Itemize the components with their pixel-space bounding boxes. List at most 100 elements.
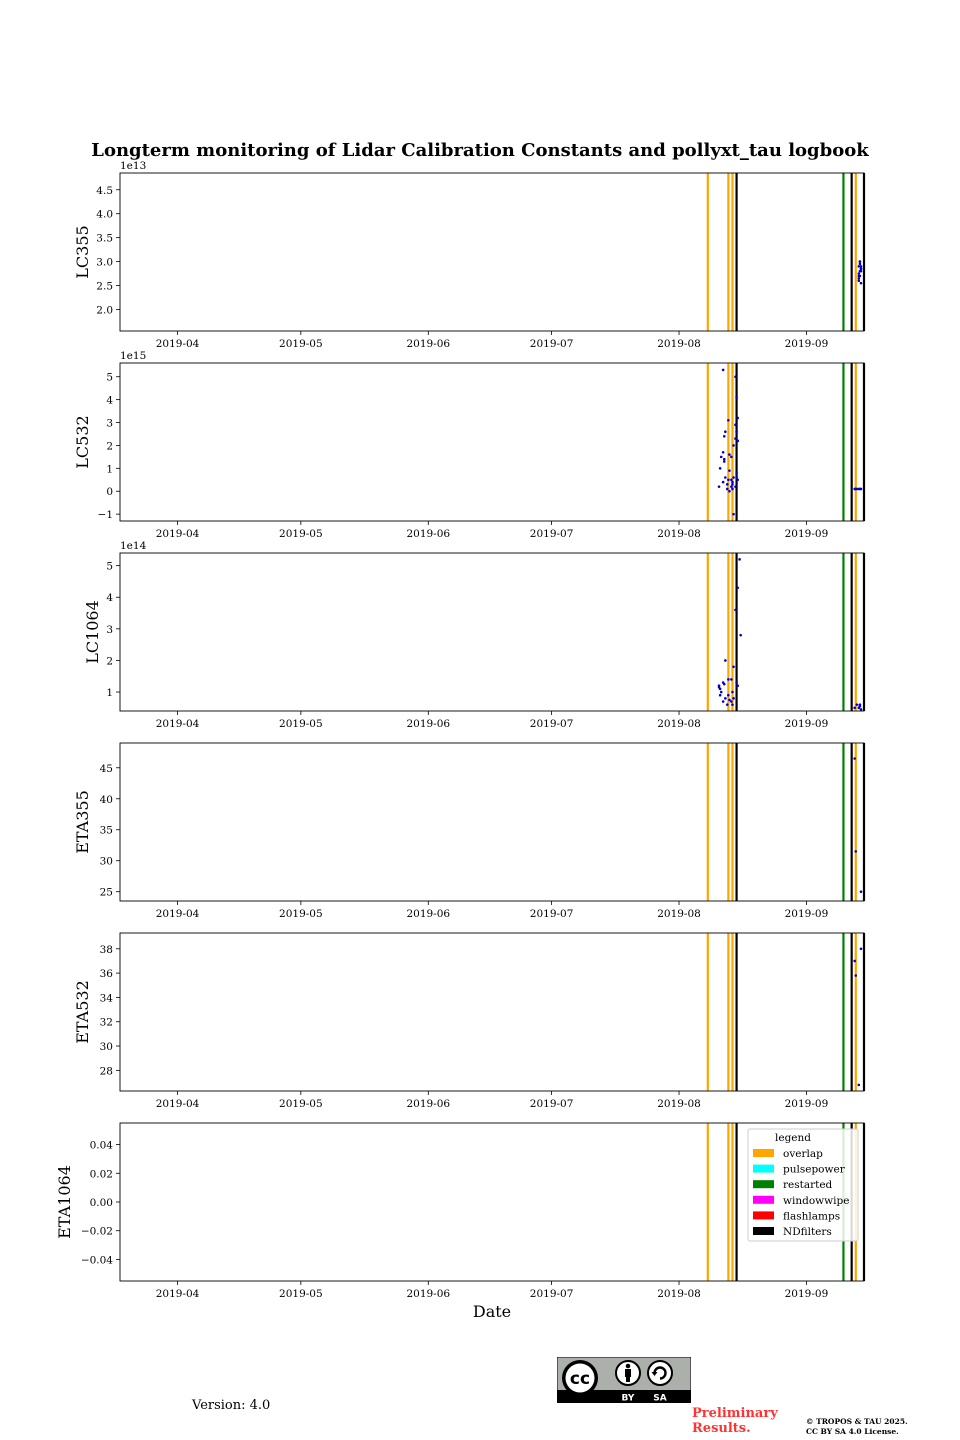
panel-frame-eta532	[119, 932, 865, 1092]
y-tick-label-lc355-5: 4.5	[96, 185, 113, 197]
x-tick-label-eta1064-0: 2019-04	[156, 1288, 200, 1300]
legend-swatch-ndfilters	[753, 1227, 774, 1235]
data-point-lc1064-5	[724, 659, 727, 662]
x-tick-label-eta532-3: 2019-07	[530, 1098, 574, 1110]
data-point-lc532-25	[731, 483, 734, 486]
x-tick-label-eta355-5: 2019-09	[785, 908, 829, 920]
y-tick-label-eta1064-4: 0.04	[90, 1140, 114, 1152]
y-tick-label-lc532-4: 3	[106, 418, 113, 430]
x-tick-label-lc532-4: 2019-08	[657, 528, 701, 540]
y-tick-label-eta355-1: 30	[100, 856, 113, 868]
x-tick-label-eta1064-4: 2019-08	[657, 1288, 701, 1300]
data-point-lc532-32	[736, 416, 739, 420]
data-point-lc1064-24	[738, 558, 741, 561]
data-point-lc1064-23	[736, 684, 739, 688]
x-tick-label-eta532-0: 2019-04	[156, 1098, 200, 1110]
version-label: Version: 4.0	[192, 1398, 271, 1413]
data-point-lc532-35	[736, 478, 739, 482]
y-tick-label-lc355-2: 3.0	[96, 257, 113, 269]
panel-background-eta1064	[120, 1123, 864, 1281]
data-point-lc1064-25	[739, 633, 742, 637]
y-tick-label-lc532-3: 2	[106, 440, 113, 452]
data-point-lc532-6	[721, 451, 725, 454]
y-tick-label-eta532-3: 34	[100, 992, 114, 1004]
x-tick-label-eta355-4: 2019-08	[657, 908, 701, 920]
x-tick-label-lc355-2: 2019-06	[406, 338, 450, 350]
data-point-lc532-17	[728, 469, 731, 472]
data-point-lc355-11	[859, 265, 863, 268]
x-tick-label-lc1064-5: 2019-09	[785, 718, 829, 730]
data-point-lc1064-19	[731, 703, 734, 706]
y-tick-label-lc532-2: 1	[106, 463, 113, 475]
data-point-lc532-0	[717, 485, 721, 488]
y-tick-label-eta532-1: 30	[100, 1041, 113, 1053]
y-exponent-lc532: 1e15	[120, 350, 146, 362]
x-axis-label: Date	[473, 1302, 511, 1321]
legend-swatch-overlap	[753, 1149, 774, 1157]
by-label: BY	[622, 1394, 635, 1404]
data-point-lc355-14	[859, 267, 863, 271]
preliminary-results-label: Preliminary Results.	[692, 1406, 782, 1436]
x-tick-label-eta532-4: 2019-08	[657, 1098, 701, 1110]
x-tick-label-eta1064-3: 2019-07	[530, 1288, 574, 1300]
data-point-lc355-7	[858, 262, 862, 266]
y-tick-label-eta1064-3: 0.02	[90, 1168, 113, 1180]
legend-title: legend	[775, 1132, 811, 1144]
y-tick-label-lc355-0: 2.0	[96, 304, 113, 316]
x-tick-label-lc1064-1: 2019-05	[279, 718, 323, 730]
y-tick-label-eta355-2: 35	[100, 825, 113, 837]
preliminary-text: Preliminary Results.	[692, 1406, 778, 1436]
data-point-lc532-26	[732, 444, 735, 447]
panel-background-lc355	[120, 173, 864, 331]
data-point-lc1064-2	[719, 690, 723, 694]
x-tick-label-eta355-3: 2019-07	[530, 908, 574, 920]
data-point-lc1064-10	[727, 678, 730, 681]
data-point-lc532-4	[722, 434, 726, 438]
data-point-lc532-2	[719, 455, 723, 459]
legend-label-flashlamps: flashlamps	[783, 1210, 840, 1222]
x-tick-label-lc1064-0: 2019-04	[156, 718, 200, 730]
x-tick-label-eta1064-5: 2019-09	[785, 1288, 829, 1300]
data-point-eta532-2	[859, 947, 863, 951]
data-point-lc532-21	[730, 485, 733, 488]
data-point-lc532-3	[721, 368, 725, 372]
y-tick-label-lc355-3: 3.5	[96, 233, 113, 245]
y-tick-label-lc1064-1: 2	[106, 655, 113, 667]
data-point-lc532-38	[736, 439, 739, 443]
panel-background-eta532	[120, 933, 864, 1091]
data-point-lc355-8	[859, 281, 863, 285]
data-point-lc1064-30	[857, 706, 861, 710]
y-tick-label-eta1064-0: −0.04	[81, 1254, 113, 1266]
y-tick-label-lc532-6: 5	[106, 372, 113, 384]
data-point-eta355-2	[859, 890, 863, 894]
data-point-lc532-36	[734, 485, 737, 488]
data-point-lc1064-18	[730, 700, 733, 703]
cc-label: cc	[570, 1369, 590, 1389]
y-axis-label-eta1064: ETA1064	[55, 1165, 74, 1239]
data-point-lc532-24	[730, 478, 733, 482]
data-point-lc532-19	[731, 480, 734, 484]
data-point-lc532-12	[725, 483, 729, 486]
data-point-eta532-1	[854, 974, 858, 977]
panel-frame-lc355	[119, 172, 865, 332]
y-tick-label-eta532-5: 38	[100, 944, 113, 956]
y-tick-label-eta1064-2: 0.00	[90, 1197, 113, 1209]
data-point-lc532-28	[735, 396, 738, 399]
data-point-lc1064-13	[727, 693, 730, 697]
legend-label-pulsepower: pulsepower	[783, 1164, 846, 1176]
x-tick-label-lc532-2: 2019-06	[406, 528, 450, 540]
data-point-lc1064-11	[728, 698, 731, 702]
data-point-lc355-3	[857, 265, 861, 268]
data-point-lc1064-8	[724, 697, 727, 700]
y-tick-label-lc532-1: 0	[106, 486, 113, 498]
y-tick-label-eta355-0: 25	[100, 887, 113, 899]
legend-label-windowwipe: windowwipe	[783, 1195, 849, 1207]
y-tick-label-lc532-5: 4	[106, 395, 113, 407]
x-tick-label-lc355-0: 2019-04	[156, 338, 200, 350]
x-tick-label-lc532-3: 2019-07	[530, 528, 574, 540]
x-tick-label-eta355-0: 2019-04	[156, 908, 200, 920]
y-exponent-lc355: 1e13	[120, 160, 146, 172]
data-point-lc532-8	[724, 476, 727, 479]
data-point-lc1064-29	[859, 708, 863, 711]
x-tick-label-eta355-2: 2019-06	[406, 908, 450, 920]
